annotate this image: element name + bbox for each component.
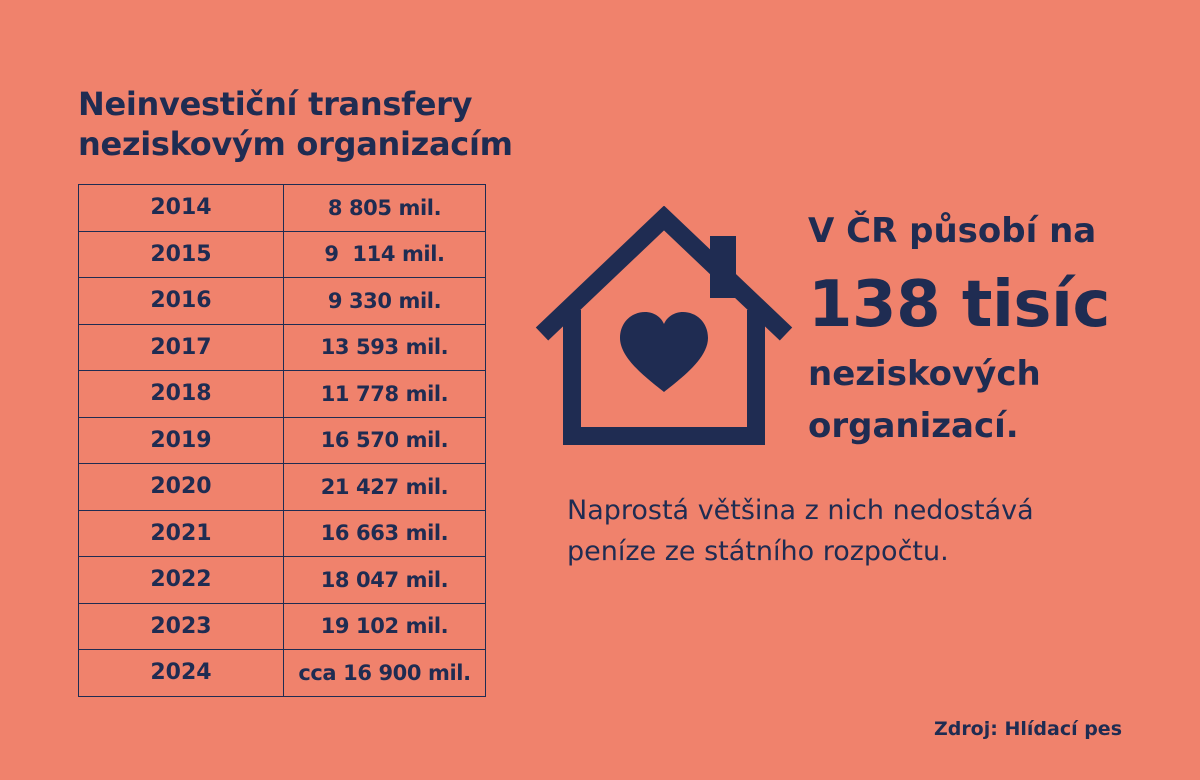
year-cell: 2017 bbox=[78, 323, 284, 371]
year-cell: 2023 bbox=[78, 602, 284, 650]
value-cell: 18 047 mil. bbox=[283, 556, 486, 604]
year-cell: 2019 bbox=[78, 416, 284, 464]
value-cell: 11 778 mil. bbox=[283, 370, 486, 418]
table-row: 2018 11 778 mil. bbox=[78, 370, 486, 418]
transfers-table: 2014 8 805 mil. 2015 9 114 mil. 2016 9 330 … bbox=[78, 184, 486, 697]
table-row: 2015 9 114 mil. bbox=[78, 230, 486, 278]
value-cell: 9 330 mil. bbox=[283, 277, 486, 325]
title-line-2: neziskovým organizacím bbox=[78, 125, 513, 163]
value-cell: 16 663 mil. bbox=[283, 509, 486, 557]
year-cell: 2016 bbox=[78, 277, 284, 325]
subtext: Naprostá většina z nich nedostává peníze… bbox=[567, 490, 1034, 572]
title-line-1: Neinvestiční transfery bbox=[78, 85, 473, 123]
year-cell: 2020 bbox=[78, 463, 284, 511]
table-row: 2024 cca 16 900 mil. bbox=[78, 649, 486, 697]
transfers-table-body: 2014 8 805 mil. 2015 9 114 mil. 2016 9 330 … bbox=[78, 184, 486, 697]
table-row: 2019 16 570 mil. bbox=[78, 416, 486, 464]
source-credit: Zdroj: Hlídací pes bbox=[933, 718, 1122, 740]
headline-big-number: 138 tisíc bbox=[808, 268, 1110, 342]
headline-line-4: organizací. bbox=[808, 406, 1019, 446]
table-row: 2022 18 047 mil. bbox=[78, 556, 486, 604]
value-cell: 8 805 mil. bbox=[283, 184, 486, 232]
value-cell: cca 16 900 mil. bbox=[283, 649, 486, 697]
year-cell: 2021 bbox=[78, 509, 284, 557]
value-cell: 16 570 mil. bbox=[283, 416, 486, 464]
value-cell: 13 593 mil. bbox=[283, 323, 486, 371]
table-row: 2014 8 805 mil. bbox=[78, 184, 486, 232]
subtext-line-1: Naprostá většina z nich nedostává bbox=[567, 495, 1034, 526]
value-cell: 19 102 mil. bbox=[283, 602, 486, 650]
table-row: 2023 19 102 mil. bbox=[78, 602, 486, 650]
table-row: 2021 16 663 mil. bbox=[78, 509, 486, 557]
year-cell: 2015 bbox=[78, 230, 284, 278]
table-row: 2016 9 330 mil. bbox=[78, 277, 486, 325]
year-cell: 2022 bbox=[78, 556, 284, 604]
headline-line-3: neziskových bbox=[808, 354, 1041, 394]
subtext-line-2: peníze ze státního rozpočtu. bbox=[567, 536, 949, 567]
year-cell: 2024 bbox=[78, 649, 284, 697]
headline-line-1: V ČR působí na bbox=[808, 211, 1097, 251]
value-cell: 21 427 mil. bbox=[283, 463, 486, 511]
year-cell: 2014 bbox=[78, 184, 284, 232]
year-cell: 2018 bbox=[78, 370, 284, 418]
headline: V ČR působí na 138 tisíc neziskových org… bbox=[808, 200, 1110, 452]
value-cell: 9 114 mil. bbox=[283, 230, 486, 278]
house-with-heart-icon bbox=[535, 206, 793, 445]
page-title: Neinvestiční transfery neziskovým organi… bbox=[78, 84, 513, 164]
table-row: 2020 21 427 mil. bbox=[78, 463, 486, 511]
table-row: 2017 13 593 mil. bbox=[78, 323, 486, 371]
